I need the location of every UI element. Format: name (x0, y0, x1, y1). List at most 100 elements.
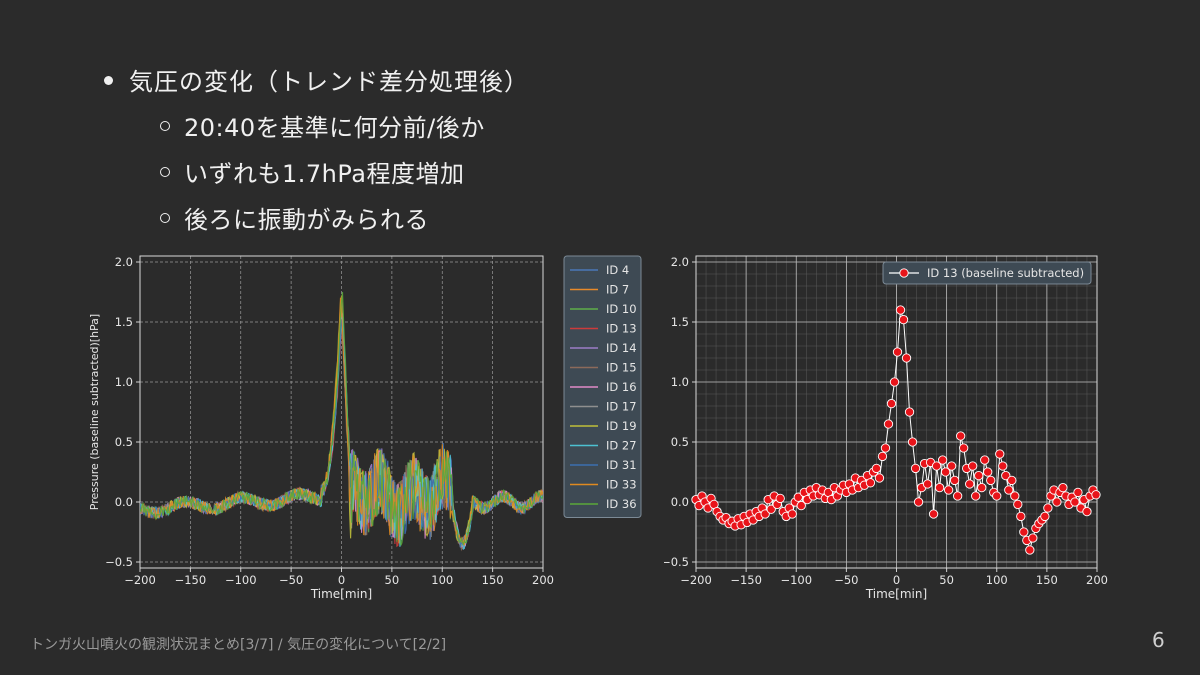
chart2-data-point (983, 467, 993, 477)
chart2-y-tick-label: −0.5 (664, 555, 689, 569)
chart2-data-point (1073, 487, 1083, 498)
sub-bullet-text: いずれも1.7hPa程度増加 (184, 160, 465, 188)
chart1-legend-label: ID 7 (606, 283, 629, 297)
sub-bullet-text: 20:40を基準に何分前/後か (184, 114, 485, 142)
chart2-data-point (968, 461, 978, 471)
chart2-data-point (953, 491, 963, 501)
chart2-data-point (971, 491, 981, 501)
chart2-data-point (1043, 503, 1053, 513)
chart2-data-point (865, 478, 876, 488)
chart2-x-tick-label: 50 (939, 573, 954, 587)
chart1-y-tick-label: 1.5 (115, 315, 133, 329)
chart2-data-point (949, 475, 960, 486)
chart1-x-tick-label: 0 (338, 573, 345, 587)
chart2-data-point (1040, 511, 1050, 522)
chart2-data-point (980, 455, 990, 465)
chart2-data-point (959, 443, 969, 453)
chart2-data-point (910, 463, 921, 474)
chart2-data-point (1091, 490, 1101, 500)
chart2-data-point (880, 443, 891, 453)
chart1-legend-label: ID 17 (606, 400, 637, 414)
chart2-data-point (913, 497, 924, 507)
chart2-data-point (965, 479, 975, 489)
chart2-data-point (898, 314, 909, 325)
chart2-data-point (760, 509, 770, 519)
sub-bullet-text: 後ろに振動がみられる (184, 206, 429, 234)
chart1-x-tick-label: 150 (482, 573, 504, 587)
chart2-y-tick-label: 1.0 (671, 375, 689, 389)
chart2-legend-box (882, 261, 1092, 285)
chart1-x-tick-label: 100 (431, 573, 453, 587)
chart2-data-point (1007, 475, 1017, 486)
chart2-data-point (895, 305, 906, 315)
chart2-x-tick-label: 100 (986, 573, 1008, 587)
chart1-y-tick-label: 0.0 (115, 495, 133, 509)
chart2-data-point (796, 500, 806, 511)
chart2-data-point (956, 431, 966, 441)
chart1-legend-label: ID 16 (606, 380, 637, 394)
chart2-data-point (886, 398, 897, 409)
chart1-legend-label: ID 10 (606, 302, 637, 316)
chart1-x-tick-label: −150 (175, 573, 207, 587)
chart2-data-point (907, 437, 918, 447)
chart2-data-point (1025, 545, 1035, 555)
chart1-y-tick-label: 1.0 (115, 375, 133, 389)
chart1-legend-label: ID 15 (606, 361, 637, 375)
chart1-legend-label: ID 36 (606, 497, 637, 511)
chart2-data-point (1016, 511, 1026, 522)
chart2-data-point (1010, 491, 1020, 501)
footer-text: トンガ火山噴火の観測状況まとめ[3/7] / 気圧の変化について[2/2] (30, 637, 447, 653)
chart2-data-point (986, 475, 996, 486)
chart2-data-point (1004, 485, 1014, 495)
sub-bullet: 20:40を基準に何分前/後か (160, 108, 800, 144)
chart2-data-point (931, 461, 942, 471)
chart1-x-tick-label: 200 (532, 573, 554, 587)
chart2-data-point (883, 419, 894, 429)
chart1-x-axis-label: Time[min] (310, 587, 372, 601)
chart2-data-point (877, 451, 888, 462)
chart2-data-point (946, 461, 957, 471)
chart2-data-point (889, 377, 900, 387)
chart2-x-axis-label: Time[min] (865, 587, 927, 601)
chart2-data-point (940, 467, 951, 477)
chart2-data-point (775, 493, 785, 504)
sub-bullet: 後ろに振動がみられる (160, 200, 800, 236)
chart1-series-line-id-36 (140, 291, 543, 546)
chart2-x-tick-label: 200 (1086, 573, 1108, 587)
chart2-data-point (766, 504, 776, 514)
chart2-x-tick-label: 150 (1036, 573, 1058, 587)
chart2-data-point (943, 485, 954, 495)
chart1-legend-label: ID 19 (606, 419, 637, 433)
chart1-legend-label: ID 14 (606, 341, 637, 355)
chart2-data-point (787, 509, 797, 519)
chart1-series-group (140, 291, 543, 552)
chart2-x-tick-label: −50 (834, 573, 858, 587)
chart1-plot-frame (139, 255, 544, 569)
chart2-x-tick-label: −200 (680, 573, 712, 587)
chart2-legend-marker (899, 268, 909, 278)
chart2-data-point (934, 482, 945, 493)
chart2-data-point (937, 455, 948, 465)
chart1-x-tick-label: −50 (279, 573, 303, 587)
chart2-data-point (1052, 497, 1062, 507)
chart1-legend-label: ID 4 (606, 263, 629, 277)
id13-pressure-chart: −200 −150 −100 −50 0 50 100 150 200 −0.5 0.0 0.5 1.0… (664, 255, 1108, 601)
chart2-x-tick-label: −150 (730, 573, 762, 587)
bullet-main-text: 気圧の変化（トレンド差分処理後） (129, 68, 529, 96)
ring-bullet-icon (160, 213, 170, 223)
chart2-data-point (1013, 499, 1023, 510)
chart2-data-point (974, 470, 984, 481)
chart1-x-tick-label: −100 (225, 573, 257, 587)
chart1-legend-label: ID 13 (606, 322, 637, 336)
chart2-plot-frame (695, 255, 1098, 569)
chart1-legend-label: ID 33 (606, 478, 637, 492)
chart2-y-tick-label: 0.0 (671, 495, 689, 509)
chart2-y-tick-label: 1.5 (671, 315, 689, 329)
chart2-x-tick-label: −100 (780, 573, 812, 587)
bullet-dot-icon (104, 75, 113, 85)
chart1-y-axis-label: Pressure (baseline subtracted)[hPa] (88, 314, 101, 510)
chart1-series-line-id-27 (140, 317, 543, 550)
chart2-data-point (922, 479, 933, 489)
chart2-data-point (1028, 533, 1038, 543)
chart2-data-point (1019, 527, 1029, 537)
